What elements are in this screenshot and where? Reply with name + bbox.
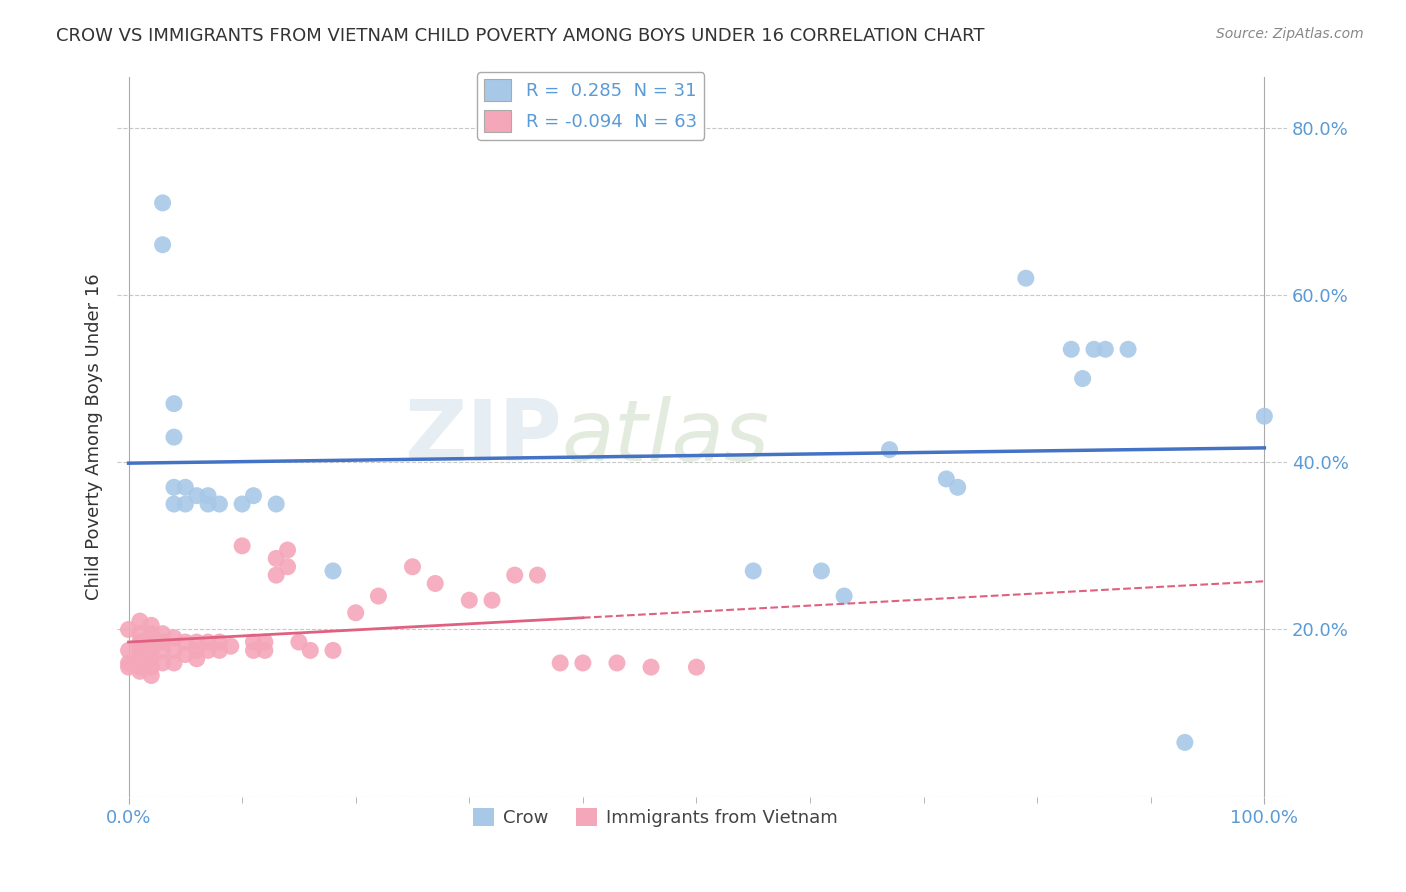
- Point: [141, 618, 163, 632]
- Point: [141, 643, 163, 657]
- Point: [152, 656, 174, 670]
- Point: [264, 551, 287, 566]
- Point: [401, 559, 423, 574]
- Point: [606, 656, 628, 670]
- Point: [1015, 271, 1038, 285]
- Point: [129, 660, 152, 674]
- Point: [174, 648, 197, 662]
- Point: [264, 497, 287, 511]
- Point: [832, 589, 855, 603]
- Point: [163, 656, 186, 670]
- Point: [163, 643, 186, 657]
- Text: Source: ZipAtlas.com: Source: ZipAtlas.com: [1216, 27, 1364, 41]
- Point: [1094, 343, 1116, 357]
- Point: [152, 626, 174, 640]
- Point: [197, 643, 219, 657]
- Point: [141, 626, 163, 640]
- Point: [141, 635, 163, 649]
- Point: [526, 568, 548, 582]
- Point: [186, 643, 208, 657]
- Point: [1174, 735, 1197, 749]
- Point: [231, 539, 253, 553]
- Point: [129, 626, 152, 640]
- Point: [242, 643, 264, 657]
- Point: [163, 497, 186, 511]
- Point: [299, 643, 322, 657]
- Point: [288, 635, 311, 649]
- Point: [810, 564, 832, 578]
- Point: [253, 635, 276, 649]
- Point: [117, 660, 139, 674]
- Point: [879, 442, 901, 457]
- Point: [129, 614, 152, 628]
- Point: [186, 635, 208, 649]
- Point: [117, 623, 139, 637]
- Point: [163, 480, 186, 494]
- Point: [946, 480, 969, 494]
- Point: [253, 643, 276, 657]
- Y-axis label: Child Poverty Among Boys Under 16: Child Poverty Among Boys Under 16: [86, 274, 103, 600]
- Point: [685, 660, 707, 674]
- Point: [208, 497, 231, 511]
- Point: [1253, 409, 1275, 424]
- Point: [186, 489, 208, 503]
- Point: [129, 639, 152, 653]
- Point: [174, 497, 197, 511]
- Text: CROW VS IMMIGRANTS FROM VIETNAM CHILD POVERTY AMONG BOYS UNDER 16 CORRELATION CH: CROW VS IMMIGRANTS FROM VIETNAM CHILD PO…: [56, 27, 984, 45]
- Point: [117, 656, 139, 670]
- Point: [277, 543, 299, 558]
- Point: [129, 665, 152, 679]
- Point: [503, 568, 526, 582]
- Legend: Crow, Immigrants from Vietnam: Crow, Immigrants from Vietnam: [465, 801, 845, 835]
- Point: [208, 635, 231, 649]
- Point: [425, 576, 447, 591]
- Point: [163, 397, 186, 411]
- Point: [481, 593, 503, 607]
- Point: [742, 564, 765, 578]
- Point: [367, 589, 389, 603]
- Point: [935, 472, 957, 486]
- Point: [141, 668, 163, 682]
- Point: [322, 643, 344, 657]
- Point: [152, 195, 174, 210]
- Point: [197, 635, 219, 649]
- Point: [208, 643, 231, 657]
- Point: [163, 430, 186, 444]
- Point: [231, 497, 253, 511]
- Point: [174, 480, 197, 494]
- Point: [163, 631, 186, 645]
- Point: [1060, 343, 1083, 357]
- Point: [1116, 343, 1139, 357]
- Point: [458, 593, 481, 607]
- Point: [548, 656, 571, 670]
- Point: [152, 643, 174, 657]
- Point: [129, 643, 152, 657]
- Point: [640, 660, 662, 674]
- Point: [219, 639, 242, 653]
- Point: [129, 635, 152, 649]
- Point: [129, 652, 152, 666]
- Text: atlas: atlas: [562, 396, 769, 479]
- Point: [197, 497, 219, 511]
- Point: [572, 656, 595, 670]
- Point: [1083, 343, 1105, 357]
- Point: [1071, 371, 1094, 385]
- Point: [242, 489, 264, 503]
- Point: [344, 606, 367, 620]
- Text: ZIP: ZIP: [404, 396, 562, 479]
- Point: [186, 652, 208, 666]
- Point: [141, 660, 163, 674]
- Point: [141, 652, 163, 666]
- Point: [197, 489, 219, 503]
- Point: [174, 635, 197, 649]
- Point: [277, 559, 299, 574]
- Point: [242, 635, 264, 649]
- Point: [264, 568, 287, 582]
- Point: [117, 643, 139, 657]
- Point: [152, 237, 174, 252]
- Point: [152, 635, 174, 649]
- Point: [322, 564, 344, 578]
